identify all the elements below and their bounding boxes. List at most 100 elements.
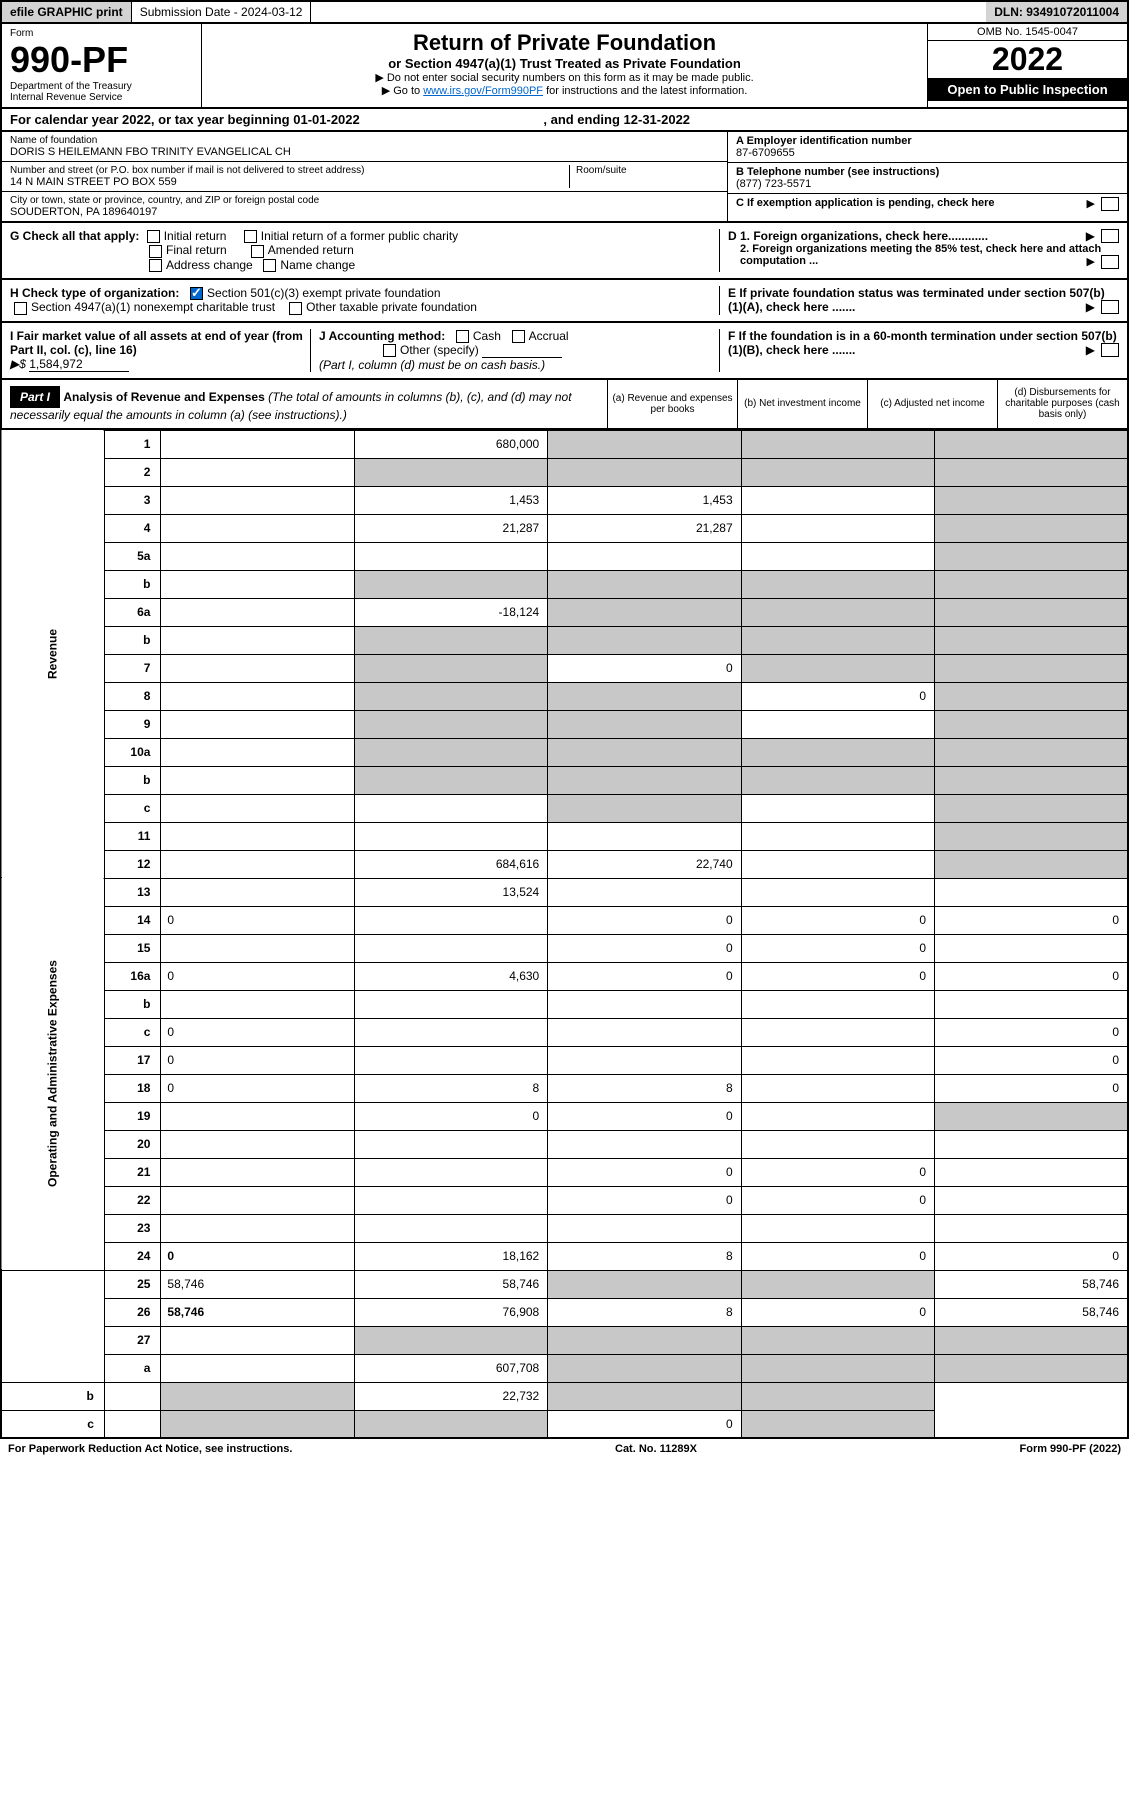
table-row: 5a <box>1 542 1128 570</box>
c-checkbox[interactable] <box>1101 197 1119 211</box>
ein-cell: A Employer identification number 87-6709… <box>728 132 1127 163</box>
other-taxable-cb[interactable] <box>289 302 302 315</box>
col-a-value: 607,708 <box>354 1354 547 1382</box>
col-b-value <box>548 1326 741 1354</box>
col-c-value: 0 <box>741 906 934 934</box>
col-a-value: 58,746 <box>354 1270 547 1298</box>
col-d-value <box>935 542 1128 570</box>
instruction-2: ▶ Go to www.irs.gov/Form990PF for instru… <box>208 84 921 97</box>
line-number: 7 <box>104 654 161 682</box>
table-row: 12684,61622,740 <box>1 850 1128 878</box>
col-b-value <box>548 570 741 598</box>
table-row: b <box>1 570 1128 598</box>
col-b-value: 0 <box>548 934 741 962</box>
g-label: G Check all that apply: <box>10 229 139 243</box>
line-description <box>161 990 354 1018</box>
table-row: c00 <box>1 1018 1128 1046</box>
col-a-value: 680,000 <box>354 430 547 458</box>
efile-print-label[interactable]: efile GRAPHIC print <box>2 2 132 22</box>
col-c-value <box>741 710 934 738</box>
table-row: 11 <box>1 822 1128 850</box>
line-number: 13 <box>104 878 161 906</box>
d1-cb[interactable] <box>1101 229 1119 243</box>
col-d-value <box>935 486 1128 514</box>
col-c-value: 0 <box>741 962 934 990</box>
addr-change-cb[interactable] <box>149 259 162 272</box>
col-c-value <box>741 1074 934 1102</box>
final-return-label: Final return <box>166 243 227 257</box>
501c3-cb[interactable] <box>190 287 203 300</box>
accrual-cb[interactable] <box>512 330 525 343</box>
col-c-value <box>741 626 934 654</box>
submission-date: Submission Date - 2024-03-12 <box>132 2 312 22</box>
col-d-value: 0 <box>935 1074 1128 1102</box>
col-a-value <box>354 1046 547 1074</box>
d2-arrow: ▶ <box>1087 255 1095 268</box>
col-c-value <box>741 1018 934 1046</box>
col-a-value <box>354 1326 547 1354</box>
f-cb[interactable] <box>1101 343 1119 357</box>
table-row: b22,732 <box>1 1382 1128 1410</box>
col-a-value <box>354 906 547 934</box>
line-description <box>161 822 354 850</box>
col-b-header: (b) Net investment income <box>737 380 867 428</box>
part1-header-row: Part I Analysis of Revenue and Expenses … <box>0 380 1129 430</box>
amended-cb[interactable] <box>251 245 264 258</box>
other-method-cb[interactable] <box>383 344 396 357</box>
col-d-value <box>935 766 1128 794</box>
d1-arrow: ▶ <box>1086 229 1095 243</box>
table-row: 27 <box>1 1326 1128 1354</box>
col-a-value <box>354 542 547 570</box>
instr2-post: for instructions and the latest informat… <box>543 85 747 97</box>
irs-link[interactable]: www.irs.gov/Form990PF <box>423 85 543 97</box>
d2-cb[interactable] <box>1101 255 1119 269</box>
line-number: b <box>104 570 161 598</box>
col-c-value <box>741 766 934 794</box>
line-number: c <box>104 794 161 822</box>
initial-former-cb[interactable] <box>244 230 257 243</box>
4947-cb[interactable] <box>14 302 27 315</box>
form-header: Form 990-PF Department of the Treasury I… <box>0 24 1129 109</box>
j-section: J Accounting method: Cash Accrual Other … <box>310 329 711 372</box>
line-number: 8 <box>104 682 161 710</box>
line-number: 11 <box>104 822 161 850</box>
table-row: 421,28721,287 <box>1 514 1128 542</box>
col-c-value <box>741 598 934 626</box>
city-cell: City or town, state or province, country… <box>2 192 727 221</box>
part1-title-cell: Part I Analysis of Revenue and Expenses … <box>2 380 607 428</box>
col-c-value <box>741 1354 934 1382</box>
table-row: b <box>1 626 1128 654</box>
e-cb[interactable] <box>1101 300 1119 314</box>
table-row: 140000 <box>1 906 1128 934</box>
cash-cb[interactable] <box>456 330 469 343</box>
col-b-value <box>548 1130 741 1158</box>
col-a-value: 13,524 <box>354 878 547 906</box>
line-description <box>161 766 354 794</box>
table-row: 6a-18,124 <box>1 598 1128 626</box>
table-row: 1700 <box>1 1046 1128 1074</box>
col-a-value: 8 <box>354 1074 547 1102</box>
initial-return-label: Initial return <box>164 229 227 243</box>
initial-return-cb[interactable] <box>147 230 160 243</box>
table-row: 24018,162800 <box>1 1242 1128 1270</box>
line-description: 0 <box>161 962 354 990</box>
line-description <box>161 934 354 962</box>
table-row: 16a04,630000 <box>1 962 1128 990</box>
line-number: 25 <box>104 1270 161 1298</box>
col-b-value: 0 <box>548 1102 741 1130</box>
final-return-cb[interactable] <box>149 245 162 258</box>
line-number: 18 <box>104 1074 161 1102</box>
col-c-value <box>741 570 934 598</box>
line-number: 20 <box>104 1130 161 1158</box>
col-b-value: 21,287 <box>548 514 741 542</box>
col-b-value <box>548 1270 741 1298</box>
col-c-value <box>741 990 934 1018</box>
addr-change-label: Address change <box>166 258 253 272</box>
col-c-value <box>741 654 934 682</box>
table-row: 31,4531,453 <box>1 486 1128 514</box>
line-number: 5a <box>104 542 161 570</box>
table-row: a607,708 <box>1 1354 1128 1382</box>
name-change-cb[interactable] <box>263 259 276 272</box>
col-a-value <box>354 1018 547 1046</box>
col-c-value: 0 <box>741 934 934 962</box>
